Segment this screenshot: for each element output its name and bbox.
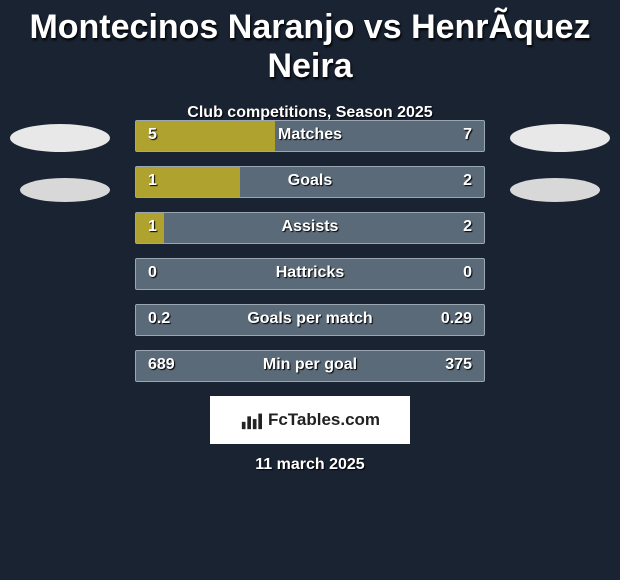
- stat-bar-track: [135, 120, 485, 152]
- stat-rows: Matches57Goals12Assists12Hattricks00Goal…: [0, 120, 620, 396]
- stat-bar-left: [136, 213, 164, 243]
- stat-row: Matches57: [0, 120, 620, 166]
- stat-row: Min per goal689375: [0, 350, 620, 396]
- stat-bar-track: [135, 350, 485, 382]
- brand-box[interactable]: FcTables.com: [210, 396, 410, 444]
- stat-row: Hattricks00: [0, 258, 620, 304]
- stat-row: Assists12: [0, 212, 620, 258]
- date-line: 11 march 2025: [0, 456, 620, 474]
- stat-bar-track: [135, 304, 485, 336]
- bars-icon: [240, 409, 262, 431]
- stat-row: Goals per match0.20.29: [0, 304, 620, 350]
- stat-bar-left: [136, 167, 240, 197]
- stat-bar-track: [135, 258, 485, 290]
- page-title: Montecinos Naranjo vs HenrÃ­quez Neira: [0, 0, 620, 86]
- stat-bar-left: [136, 121, 275, 151]
- stat-row: Goals12: [0, 166, 620, 212]
- stat-bar-track: [135, 166, 485, 198]
- stat-bar-track: [135, 212, 485, 244]
- brand-label: FcTables.com: [268, 410, 380, 430]
